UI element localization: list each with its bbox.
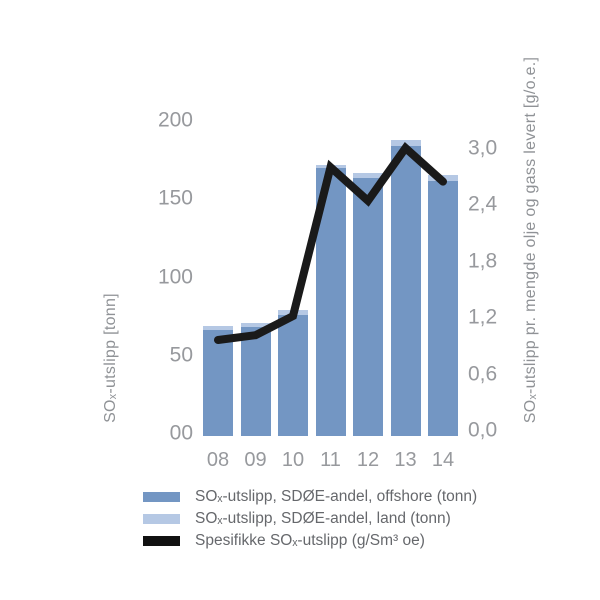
right-axis-tick-label: 1,8 xyxy=(468,249,498,273)
bar-land-13 xyxy=(390,139,421,147)
legend-swatch xyxy=(143,491,180,502)
x-axis-tick-label: 13 xyxy=(394,449,417,471)
x-axis-tick-label: 11 xyxy=(320,449,341,471)
bar-land-10 xyxy=(278,310,308,315)
right-axis-tick-label: 3,0 xyxy=(468,136,498,160)
left-axis-tick-label: 200 xyxy=(157,108,193,132)
left-axis-tick-label: 50 xyxy=(169,343,193,367)
x-axis-tick-label: 08 xyxy=(206,449,230,471)
bar-offshore-11 xyxy=(315,168,346,436)
bar-offshore-12 xyxy=(353,177,383,436)
bar-offshore-14 xyxy=(428,180,458,436)
bar-land-14 xyxy=(428,174,458,181)
left-axis-tick-label: 150 xyxy=(157,186,193,210)
right-axis-title: SOₓ-utslipp pr. mengde olje og gass leve… xyxy=(522,56,539,424)
bar-offshore-09 xyxy=(240,327,271,436)
legend-item: Spesifikke SOₓ-utslipp (g/Sm³ oe) xyxy=(143,532,425,549)
right-axis-tick-label: 2,4 xyxy=(468,192,498,216)
x-axis-tick-label: 12 xyxy=(356,449,380,471)
bar-land-09 xyxy=(240,322,271,328)
left-axis-tick-label: 00 xyxy=(169,421,193,445)
legend-swatch xyxy=(143,535,180,546)
x-axis-tick-label: 09 xyxy=(244,449,267,471)
right-axis-tick-label: 0,0 xyxy=(468,418,498,442)
legend-label: SOₓ-utslipp, SDØE-andel, land (tonn) xyxy=(195,509,451,527)
legend-swatch xyxy=(143,513,180,524)
x-axis-tick-label: 14 xyxy=(431,449,455,471)
bar-offshore-08 xyxy=(203,330,233,436)
bar-land-08 xyxy=(203,325,233,331)
legend-label: SOₓ-utslipp, SDØE-andel, offshore (tonn) xyxy=(195,487,478,505)
bar-offshore-13 xyxy=(390,146,421,436)
left-axis-title: SOₓ-utslipp [tonn] xyxy=(102,293,119,423)
bar-land-11 xyxy=(315,165,346,169)
right-axis-tick-label: 1,2 xyxy=(468,305,498,329)
right-axis-tick-label: 0,6 xyxy=(468,362,498,386)
legend-item: SOₓ-utslipp, SDØE-andel, land (tonn) xyxy=(143,510,451,527)
x-axis-tick-label: 10 xyxy=(281,449,305,471)
left-axis-tick-label: 100 xyxy=(157,265,193,288)
legend-item: SOₓ-utslipp, SDØE-andel, offshore (tonn) xyxy=(143,488,477,505)
bar-land-12 xyxy=(353,172,383,178)
bar-offshore-10 xyxy=(278,314,308,436)
legend-label: Spesifikke SOₓ-utslipp (g/Sm³ oe) xyxy=(195,531,425,549)
